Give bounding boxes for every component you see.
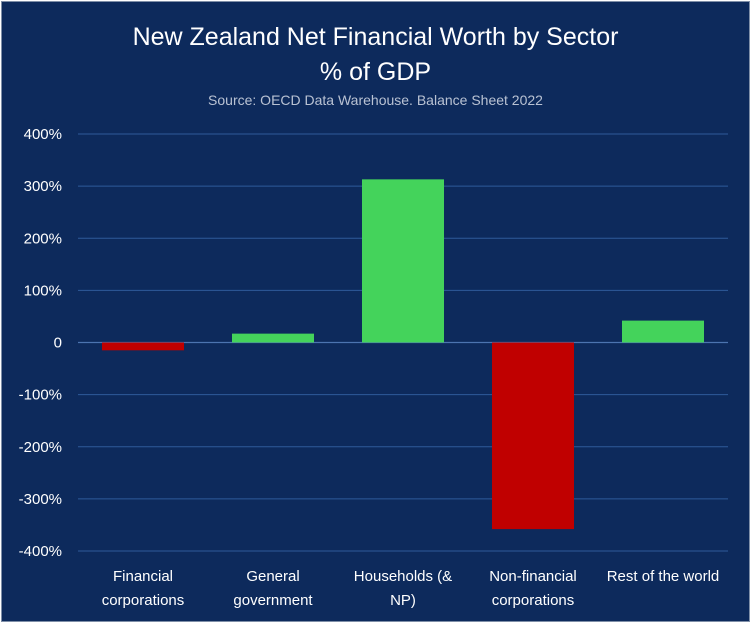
x-tick-label: General government: [233, 568, 313, 609]
y-tick-label: 0: [54, 335, 62, 352]
y-tick-label: 100%: [24, 282, 62, 299]
y-tick-label: 200%: [24, 230, 62, 247]
y-tick-label: -100%: [19, 387, 62, 404]
chart-title: New Zealand Net Financial Worth by Secto…: [132, 23, 619, 51]
y-tick-label: -200%: [19, 439, 62, 456]
bar: [232, 333, 314, 343]
bar: [362, 179, 444, 343]
y-tick-label: -300%: [19, 491, 62, 508]
chart-source: Source: OECD Data Warehouse. Balance She…: [208, 92, 543, 108]
x-tick-label: Rest of the world: [607, 568, 720, 585]
x-tick-label: Households (& NP): [354, 568, 452, 609]
x-tick-label: Non-financial corporations: [489, 568, 577, 609]
bar: [622, 320, 704, 343]
chart-subtitle: % of GDP: [319, 58, 432, 86]
x-tick-label: Financial corporations: [102, 568, 185, 609]
y-tick-label: 300%: [24, 178, 62, 195]
bar: [492, 342, 574, 530]
y-tick-label: 400%: [24, 126, 62, 143]
bar: [102, 342, 184, 351]
y-tick-label: -400%: [19, 543, 62, 560]
